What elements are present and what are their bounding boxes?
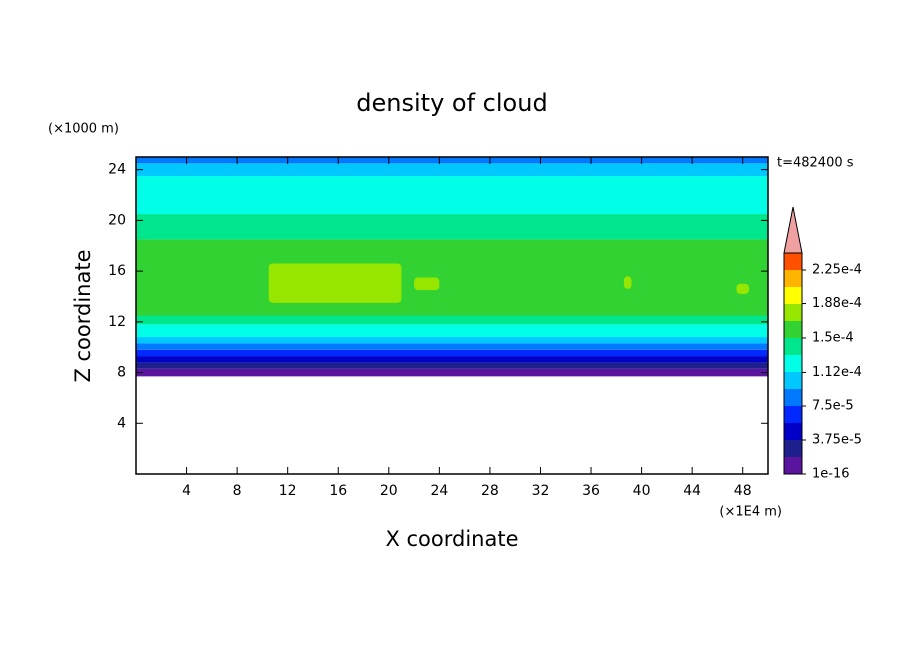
x-tick-label: 48 bbox=[734, 483, 752, 499]
plot-frame bbox=[135, 156, 769, 475]
x-unit: (×1E4 m) bbox=[719, 505, 782, 520]
colorbar-tick-label: 7.5e-5 bbox=[812, 399, 854, 414]
contour-band bbox=[136, 157, 768, 164]
y-tick-label: 20 bbox=[108, 212, 126, 228]
time-annotation: t=482400 s bbox=[777, 156, 854, 171]
colorbar-tick-label: 1.88e-4 bbox=[812, 296, 862, 311]
x-tick-label: 32 bbox=[532, 483, 550, 499]
colorbar-tick-label: 1e-16 bbox=[812, 467, 850, 482]
colorbar-over bbox=[783, 206, 803, 254]
colorbar-segment bbox=[784, 423, 802, 440]
colorbar-tick-label: 2.25e-4 bbox=[812, 263, 862, 278]
colorbar-segment bbox=[784, 304, 802, 321]
y-tick-label: 8 bbox=[117, 365, 126, 381]
colorbar-frame bbox=[783, 252, 803, 475]
colorbar-segment bbox=[784, 287, 802, 304]
contour-band bbox=[136, 324, 768, 338]
y-axis-label: Z coordinate bbox=[71, 249, 95, 382]
colorbar-tick-label: 3.75e-5 bbox=[812, 433, 862, 448]
contour-band bbox=[136, 214, 768, 240]
colorbar-segment bbox=[784, 338, 802, 355]
colorbar-segment bbox=[784, 406, 802, 423]
colorbar-tick-label: 1.12e-4 bbox=[812, 365, 862, 380]
x-tick-label: 16 bbox=[329, 483, 347, 499]
contour-band bbox=[136, 368, 768, 377]
x-tick-label: 40 bbox=[633, 483, 651, 499]
contour-patch bbox=[623, 276, 632, 289]
y-tick-label: 24 bbox=[108, 162, 126, 178]
y-tick-label: 12 bbox=[108, 314, 126, 330]
contour-band bbox=[136, 176, 768, 215]
colorbar-segment bbox=[784, 321, 802, 338]
colorbar-segment bbox=[784, 372, 802, 389]
colorbar-segment bbox=[784, 270, 802, 287]
y-tick-label: 4 bbox=[117, 415, 126, 431]
chart-title: density of cloud bbox=[356, 89, 547, 117]
x-tick-label: 24 bbox=[430, 483, 448, 499]
contour-band bbox=[136, 239, 768, 316]
contour-band bbox=[136, 356, 768, 363]
colorbar-segment bbox=[784, 355, 802, 372]
contour-patch bbox=[414, 277, 440, 291]
contour-patch bbox=[736, 283, 750, 294]
x-tick-label: 36 bbox=[582, 483, 600, 499]
contour-patch bbox=[268, 263, 402, 303]
x-tick-label: 44 bbox=[683, 483, 701, 499]
contour-band bbox=[136, 362, 768, 369]
x-tick-label: 4 bbox=[182, 483, 191, 499]
x-tick-label: 28 bbox=[481, 483, 499, 499]
colorbar-segment bbox=[784, 457, 802, 474]
y-unit: (×1000 m) bbox=[48, 122, 119, 137]
colorbar-tick-label: 1.5e-4 bbox=[812, 331, 854, 346]
y-tick-label: 16 bbox=[108, 263, 126, 279]
x-tick-label: 12 bbox=[279, 483, 297, 499]
x-tick-label: 8 bbox=[233, 483, 242, 499]
contour-band bbox=[136, 163, 768, 177]
x-axis-label: X coordinate bbox=[385, 527, 518, 551]
colorbar-segment bbox=[784, 440, 802, 457]
colorbar-segment bbox=[784, 253, 802, 270]
colorbar-segment bbox=[784, 389, 802, 406]
x-tick-label: 20 bbox=[380, 483, 398, 499]
contour-band bbox=[136, 349, 768, 357]
contour-band bbox=[136, 315, 768, 325]
contour-band bbox=[136, 337, 768, 344]
contour-band bbox=[136, 343, 768, 350]
